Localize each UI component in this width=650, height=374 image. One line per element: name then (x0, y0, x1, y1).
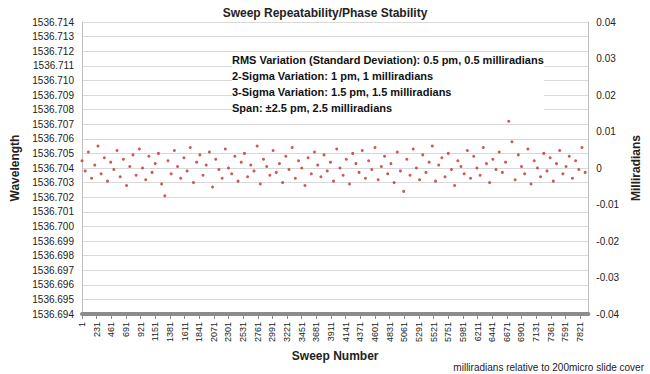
svg-text:Sweep Number: Sweep Number (292, 349, 379, 363)
svg-text:-0.03: -0.03 (596, 272, 619, 283)
svg-text:1536.699: 1536.699 (32, 236, 74, 247)
svg-text:2531: 2531 (238, 322, 248, 342)
svg-text:RMS Variation (Standard Deviat: RMS Variation (Standard Deviation): 0.5 … (232, 54, 544, 66)
svg-text:2-Sigma Variation: 1 pm, 1 mil: 2-Sigma Variation: 1 pm, 1 milliradians (232, 70, 433, 82)
svg-text:4601: 4601 (370, 322, 380, 342)
svg-text:1536.707: 1536.707 (32, 119, 74, 130)
svg-text:0.02: 0.02 (596, 90, 616, 101)
svg-text:7131: 7131 (531, 322, 541, 342)
svg-text:1536.704: 1536.704 (32, 163, 74, 174)
svg-text:2301: 2301 (223, 322, 233, 342)
svg-text:7591: 7591 (560, 322, 570, 342)
svg-text:0: 0 (596, 163, 602, 174)
svg-text:1536.708: 1536.708 (32, 104, 74, 115)
svg-text:Milliradians: Milliradians (629, 135, 643, 201)
svg-text:5521: 5521 (429, 322, 439, 342)
svg-text:0.01: 0.01 (596, 126, 616, 137)
svg-text:1536.698: 1536.698 (32, 250, 74, 261)
svg-text:1841: 1841 (194, 322, 204, 342)
svg-text:1: 1 (77, 322, 87, 327)
svg-text:7821: 7821 (575, 322, 585, 342)
svg-text:1381: 1381 (165, 322, 175, 342)
svg-text:5981: 5981 (458, 322, 468, 342)
svg-text:Sweep Repeatability/Phase Stab: Sweep Repeatability/Phase Stability (223, 6, 428, 20)
svg-text:7361: 7361 (546, 322, 556, 342)
svg-text:1536.703: 1536.703 (32, 177, 74, 188)
svg-text:1536.697: 1536.697 (32, 265, 74, 276)
svg-text:1536.706: 1536.706 (32, 133, 74, 144)
svg-text:2991: 2991 (267, 322, 277, 342)
svg-text:1611: 1611 (180, 322, 190, 341)
svg-text:6211: 6211 (473, 322, 483, 341)
svg-text:-0.04: -0.04 (596, 309, 619, 320)
svg-text:6671: 6671 (502, 322, 512, 342)
svg-text:0.04: 0.04 (596, 17, 616, 28)
svg-text:6901: 6901 (516, 322, 526, 342)
svg-text:Span: ±2.5 pm, 2.5 milliradian: Span: ±2.5 pm, 2.5 milliradians (232, 102, 392, 114)
svg-text:1536.714: 1536.714 (32, 17, 74, 28)
svg-text:1536.705: 1536.705 (32, 148, 74, 159)
svg-text:milliradians relative to 200mi: milliradians relative to 200micro slide … (453, 362, 644, 373)
svg-text:1536.712: 1536.712 (32, 46, 74, 57)
svg-text:-0.02: -0.02 (596, 236, 619, 247)
svg-text:3681: 3681 (311, 322, 321, 342)
svg-text:1536.695: 1536.695 (32, 294, 74, 305)
svg-text:5061: 5061 (399, 322, 409, 342)
svg-text:1536.696: 1536.696 (32, 279, 74, 290)
svg-text:5751: 5751 (443, 322, 453, 342)
svg-text:6441: 6441 (487, 322, 497, 342)
svg-text:-0.01: -0.01 (596, 199, 619, 210)
svg-text:2071: 2071 (209, 322, 219, 342)
svg-text:3911: 3911 (326, 322, 336, 341)
svg-text:1536.701: 1536.701 (32, 206, 74, 217)
svg-text:1536.711: 1536.711 (33, 60, 74, 71)
svg-text:921: 921 (136, 322, 146, 337)
svg-text:1151: 1151 (150, 322, 160, 341)
svg-text:231: 231 (92, 322, 102, 337)
svg-text:1536.709: 1536.709 (32, 90, 74, 101)
svg-text:1536.702: 1536.702 (32, 192, 74, 203)
svg-text:4371: 4371 (355, 322, 365, 342)
svg-text:461: 461 (106, 322, 116, 337)
svg-text:3-Sigma Variation: 1.5 pm, 1.5: 3-Sigma Variation: 1.5 pm, 1.5 milliradi… (232, 86, 451, 98)
svg-text:0.03: 0.03 (596, 53, 616, 64)
svg-text:1536.700: 1536.700 (32, 221, 74, 232)
svg-text:691: 691 (121, 322, 131, 337)
svg-text:1536.710: 1536.710 (32, 75, 74, 86)
svg-text:1536.694: 1536.694 (32, 309, 74, 320)
svg-text:5291: 5291 (414, 322, 424, 342)
svg-text:3451: 3451 (297, 322, 307, 342)
svg-text:4141: 4141 (341, 322, 351, 342)
svg-text:2761: 2761 (253, 322, 263, 342)
svg-text:1536.713: 1536.713 (32, 31, 74, 42)
svg-text:Wavelength: Wavelength (8, 135, 22, 202)
svg-text:4831: 4831 (385, 322, 395, 342)
svg-text:3221: 3221 (282, 322, 292, 342)
